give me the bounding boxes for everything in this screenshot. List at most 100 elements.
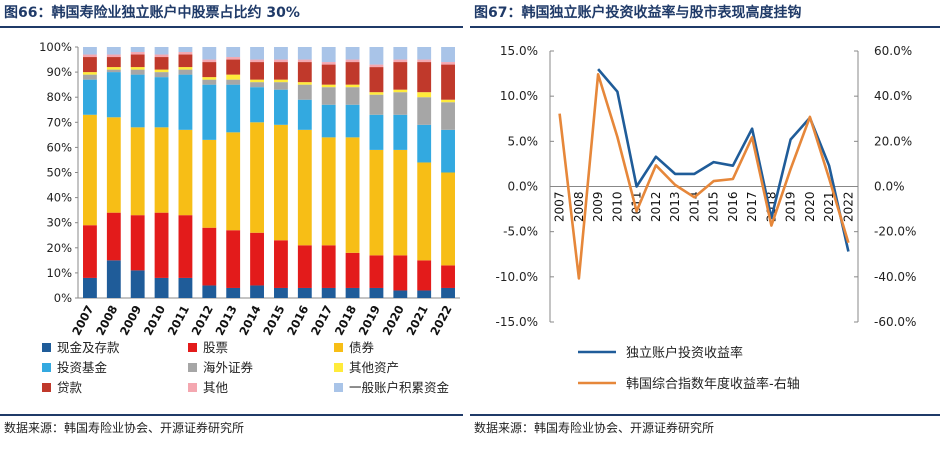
bar-segment: [274, 89, 288, 125]
bar-segment: [130, 270, 145, 298]
bar-segment: [226, 132, 241, 231]
bar-segment: [441, 64, 455, 100]
bar-segment: [83, 57, 97, 73]
bar-segment: [83, 72, 97, 75]
y-tick-label: 10%: [46, 266, 72, 280]
x-tick-label: 2008: [93, 303, 120, 338]
x-tick-label: 2007: [553, 192, 567, 223]
x-tick-label: 2015: [260, 303, 287, 338]
x-tick-label: 2016: [284, 303, 311, 338]
bar-segment: [441, 102, 455, 130]
y-left-tick-label: -10.0%: [496, 270, 538, 284]
bar-segment: [274, 62, 288, 80]
x-tick-label: 2021: [822, 192, 836, 223]
legend-label: 独立账户投资收益率: [626, 345, 743, 361]
y-tick-label: 90%: [46, 65, 72, 79]
bar-segment: [441, 99, 455, 103]
bar-segment: [417, 92, 432, 98]
bar-segment: [226, 84, 241, 133]
x-tick-label: 2018: [332, 303, 359, 338]
legend-swatch: [188, 363, 197, 372]
x-tick-label: 2017: [745, 192, 759, 223]
bar-segment: [369, 287, 384, 298]
left-title-rule: [0, 26, 463, 28]
x-tick-label: 2012: [649, 192, 663, 223]
x-tick-label: 2022: [427, 303, 454, 338]
bar-segment: [297, 245, 312, 288]
bar-segment: [106, 69, 121, 73]
bar-segment: [106, 47, 121, 55]
bar-segment: [250, 82, 264, 88]
right-panel: 图67：韩国独立账户投资收益率与股市表现高度挂钩 -15.0% -10.0% -5.…: [470, 0, 940, 455]
bar-segment: [321, 137, 336, 246]
bar-segment: [393, 149, 408, 256]
y-tick-label: 50%: [46, 166, 72, 180]
x-tick-label: 2011: [165, 303, 192, 338]
bar-segment: [250, 59, 264, 63]
bar-segment: [154, 54, 169, 58]
bar-segment: [106, 67, 121, 70]
bar-segment: [321, 62, 336, 65]
bar-segment: [130, 52, 145, 55]
bar-segment: [154, 72, 169, 78]
stacked-bar-chart: 0%10%20%30%40%50%60%70%80%90%100%2007200…: [39, 40, 460, 395]
bar-segment: [226, 47, 241, 58]
x-tick-label: 2021: [403, 303, 430, 338]
bar-segment: [250, 62, 264, 80]
bar-segment: [130, 215, 145, 271]
bar-segment: [202, 285, 217, 298]
bar-segment: [83, 277, 97, 298]
bar-segment: [369, 149, 384, 256]
x-tick-label: 2015: [707, 192, 721, 223]
bar-segment: [178, 47, 193, 53]
bar-segment: [130, 54, 145, 68]
bar-segment: [178, 129, 193, 216]
y-tick-label: 40%: [46, 191, 72, 205]
bar-segment: [106, 117, 121, 213]
bar-segment: [393, 114, 408, 150]
bar-segment: [345, 59, 360, 63]
x-tick-label: 2020: [380, 303, 407, 338]
legend-swatch: [188, 343, 197, 352]
y-right-tick-label: 20.0%: [874, 134, 912, 148]
bar-segment: [417, 59, 432, 63]
bar-segment: [130, 69, 145, 75]
bar-segment: [250, 47, 264, 60]
bar-segment: [202, 84, 217, 140]
bar-segment: [250, 79, 264, 83]
y-tick-label: 80%: [46, 90, 72, 104]
legend-swatch: [334, 363, 343, 372]
bar-segment: [369, 47, 384, 65]
bar-segment: [369, 64, 384, 68]
bar-segment: [345, 84, 360, 88]
bar-segment: [345, 62, 360, 85]
bar-segment: [369, 114, 384, 150]
series-line-kospi-return: [558, 73, 850, 280]
legend-swatch: [42, 343, 51, 352]
bar-segment: [154, 77, 169, 128]
bar-segment: [321, 47, 336, 63]
bar-segment: [130, 74, 145, 128]
bar-segment: [441, 172, 455, 266]
bar-segment: [274, 240, 288, 288]
bar-segment: [321, 64, 336, 85]
y-left-tick-label: 15.0%: [500, 44, 538, 58]
bar-segment: [393, 47, 408, 60]
bar-segment: [441, 62, 455, 65]
bar-segment: [154, 69, 169, 73]
bar-segment: [417, 290, 432, 298]
legend-label: 投资基金: [57, 360, 108, 375]
legend-label: 股票: [203, 340, 228, 355]
x-tick-label: 2019: [356, 303, 383, 338]
bar-segment: [369, 94, 384, 115]
y-tick-label: 20%: [46, 241, 72, 255]
bar-segment: [417, 97, 432, 125]
y-tick-label: 70%: [46, 115, 72, 129]
x-tick-label: 2009: [591, 192, 605, 223]
bar-segment: [345, 287, 360, 298]
legend-swatch: [188, 383, 197, 392]
bar-segment: [297, 47, 312, 60]
x-tick-label: 2013: [212, 303, 239, 338]
bar-segment: [226, 74, 241, 80]
bar-segment: [321, 245, 336, 288]
